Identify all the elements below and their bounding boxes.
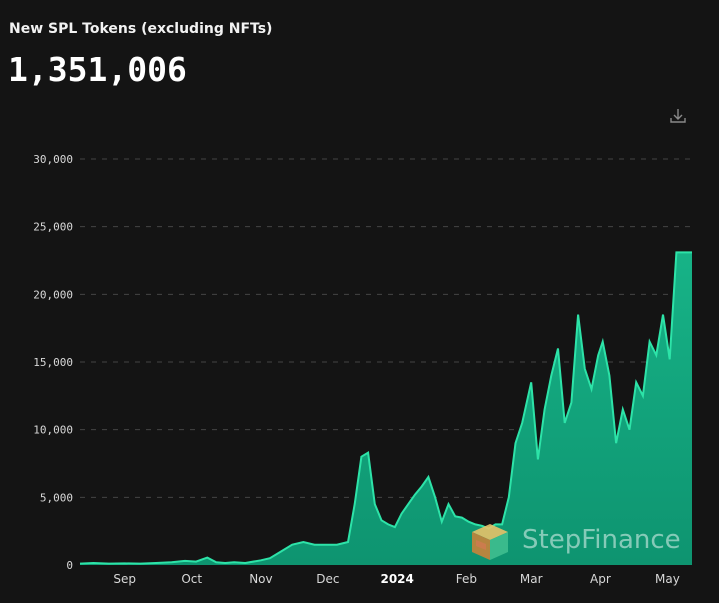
y-tick-label: 20,000 [33, 288, 73, 301]
download-icon[interactable] [668, 106, 688, 126]
y-tick-label: 0 [66, 559, 73, 572]
x-tick-label: Dec [316, 572, 339, 586]
x-tick-label: May [655, 572, 680, 586]
y-tick-label: 30,000 [33, 153, 73, 166]
y-tick-label: 25,000 [33, 221, 73, 234]
watermark-text: StepFinance [522, 525, 681, 555]
y-axis-ticks: 0 5,000 10,000 15,000 20,000 25,000 30,000 [33, 153, 73, 572]
y-tick-label: 5,000 [40, 491, 73, 504]
y-tick-label: 10,000 [33, 424, 73, 437]
x-tick-label: Mar [520, 572, 543, 586]
x-tick-label: 2024 [380, 572, 413, 586]
stepfinance-logo-icon [472, 524, 508, 560]
line-series [79, 251, 692, 565]
x-tick-label: Apr [590, 572, 611, 586]
y-tick-label: 15,000 [33, 356, 73, 369]
x-tick-label: Sep [113, 572, 136, 586]
watermark: StepFinance [472, 524, 681, 560]
x-tick-label: Feb [456, 572, 477, 586]
total-count: 1,351,006 [8, 50, 187, 89]
x-tick-label: Nov [249, 572, 272, 586]
x-axis-ticks: Sep Oct Nov Dec 2024 Feb Mar Apr May [113, 572, 679, 586]
area-series [80, 252, 692, 565]
download-icon-glyph [670, 109, 686, 123]
x-tick-label: Oct [181, 572, 202, 586]
chart-title: New SPL Tokens (excluding NFTs) [9, 21, 273, 37]
